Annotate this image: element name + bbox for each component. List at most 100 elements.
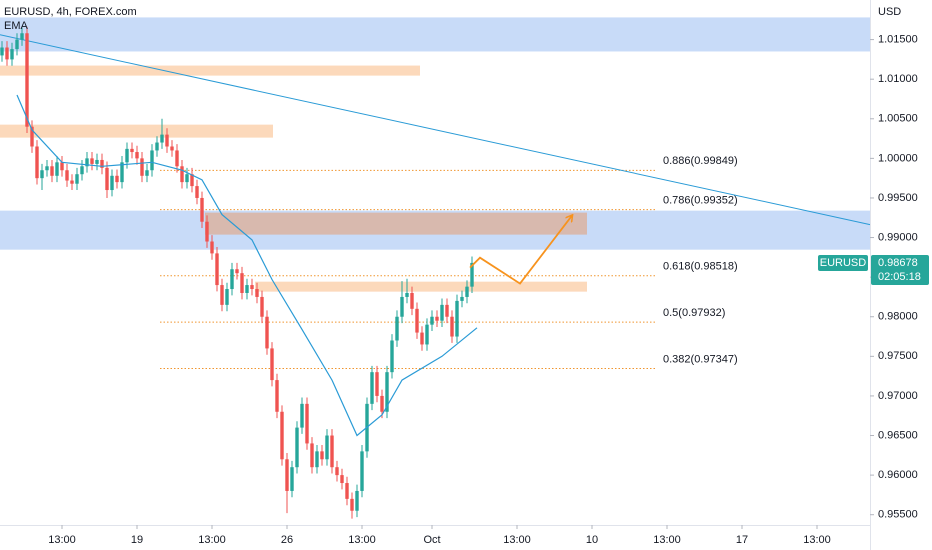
candle-body: [20, 33, 24, 40]
candle-body: [90, 158, 94, 164]
y-tick-label: 0.96500: [878, 429, 918, 441]
candle-body: [295, 427, 299, 468]
y-tick-label: 1.00500: [878, 113, 918, 125]
candle-body: [40, 170, 44, 179]
candle-body: [25, 33, 29, 127]
candle-body: [360, 451, 364, 491]
x-tick-label: 26: [281, 534, 293, 546]
candle-body: [340, 475, 344, 484]
candle-body: [100, 159, 104, 168]
candle-body: [160, 134, 164, 143]
ema-line: [16, 94, 478, 437]
candle-body: [415, 308, 419, 333]
candle-body: [95, 159, 99, 164]
zone: [0, 65, 420, 76]
candle-body: [0, 47, 4, 56]
candle-body: [210, 241, 214, 254]
candle-body: [470, 262, 474, 287]
x-tick-label: 13:00: [803, 534, 831, 546]
chart-title: EURUSD, 4h, FOREX.com: [4, 6, 137, 18]
candle-body: [405, 292, 409, 297]
y-tick-label: 0.95500: [878, 509, 918, 521]
candle-body: [35, 146, 39, 179]
candle-body: [205, 221, 209, 242]
candle-body: [240, 273, 244, 293]
fib-label: 0.5(0.97932): [663, 307, 725, 319]
y-tick-label: 0.99000: [878, 231, 918, 243]
y-tick-label: 0.97000: [878, 390, 918, 402]
candle-body: [135, 152, 139, 159]
candle-body: [285, 459, 289, 491]
candle-body: [190, 174, 194, 187]
candle-body: [170, 146, 174, 151]
x-tick-label: Oct: [423, 534, 440, 546]
candle-body: [330, 435, 334, 468]
candle-body: [270, 348, 274, 381]
candle-body: [395, 316, 399, 341]
zone: [0, 17, 870, 52]
axis-unit: USD: [878, 6, 901, 18]
zone: [0, 124, 273, 138]
candle-body: [230, 269, 234, 290]
candle-body: [450, 316, 454, 337]
candle-body: [455, 300, 459, 337]
candle-body: [200, 197, 204, 222]
y-tick-label: 0.98000: [878, 311, 918, 323]
candle-body: [460, 296, 464, 301]
y-tick-label: 0.96000: [878, 469, 918, 481]
candle-body: [255, 289, 259, 297]
candle-body: [355, 490, 359, 511]
candle-body: [15, 39, 19, 50]
candle-body: [10, 49, 14, 60]
candle-body: [390, 340, 394, 373]
projection-arrow: [469, 216, 572, 285]
x-tick-label: 13:00: [653, 534, 681, 546]
zone: [205, 212, 587, 235]
candle-body: [290, 467, 294, 491]
x-tick-label: 10: [586, 534, 598, 546]
candle-body: [280, 411, 284, 460]
candle-body: [145, 170, 149, 176]
candle-body: [260, 296, 264, 317]
price-tag-countdown: 02:05:18: [878, 271, 921, 283]
candle-body: [75, 174, 79, 184]
price-tag-name: EURUSD: [820, 257, 867, 269]
candle-body: [125, 148, 129, 163]
candle-body: [60, 162, 64, 171]
candle-body: [300, 403, 304, 428]
candle-body: [115, 175, 119, 183]
candle-body: [85, 158, 89, 167]
candle-body: [150, 150, 154, 171]
candle-body: [215, 253, 219, 286]
candle-body: [315, 451, 319, 468]
candle-body: [445, 304, 449, 317]
candle-body: [120, 162, 124, 183]
x-tick-label: 17: [736, 534, 748, 546]
x-tick-label: 13:00: [48, 534, 76, 546]
candle-body: [165, 134, 169, 147]
candle-body: [370, 372, 374, 404]
trendline: [0, 34, 871, 226]
candle-body: [130, 148, 134, 153]
candle-body: [440, 304, 444, 321]
candle-body: [70, 180, 74, 184]
candle-body: [350, 498, 354, 511]
candle-body: [335, 467, 339, 476]
candle-body: [185, 174, 189, 183]
y-tick-label: 0.99500: [878, 192, 918, 204]
indicator-label: EMA: [4, 20, 29, 32]
candle-body: [195, 186, 199, 198]
x-tick-label: 13:00: [348, 534, 376, 546]
candle-body: [30, 126, 34, 147]
candle-body: [235, 269, 239, 274]
candle-body: [380, 395, 384, 412]
candle-body: [140, 158, 144, 176]
candle-body: [420, 332, 424, 345]
x-tick-label: 13:00: [503, 534, 531, 546]
candle-body: [410, 292, 414, 309]
candle-body: [385, 372, 389, 412]
candle-body: [435, 316, 439, 321]
x-tick-label: 19: [131, 534, 143, 546]
